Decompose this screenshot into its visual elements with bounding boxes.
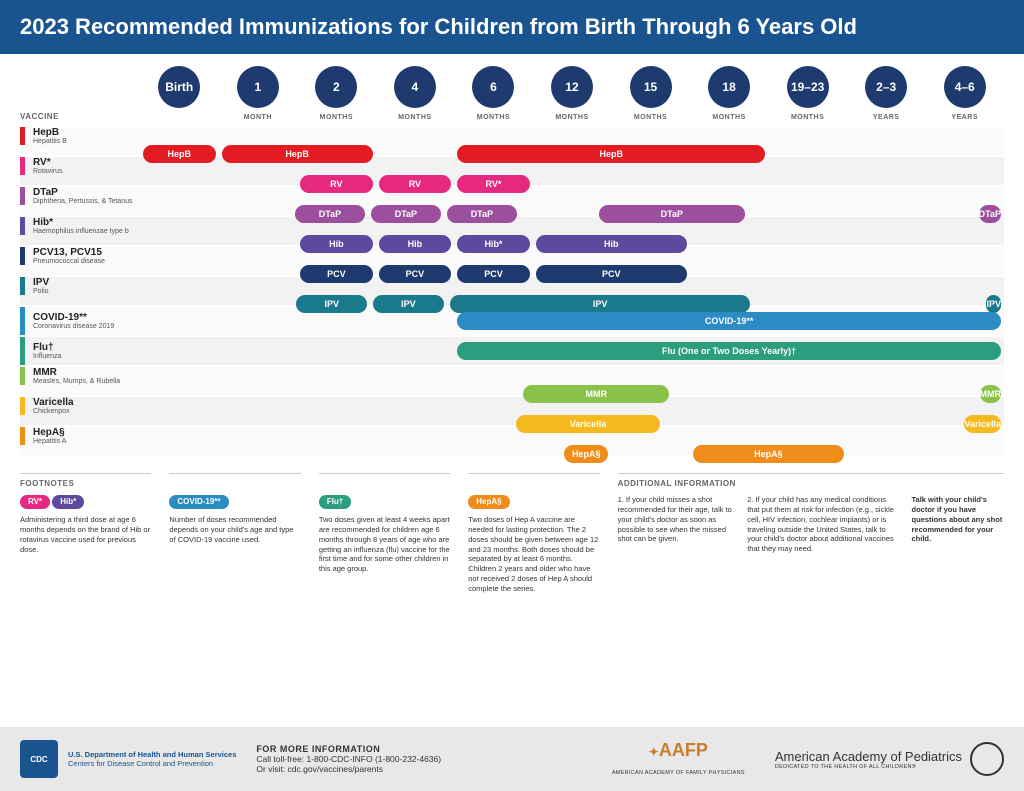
vaccine-label-cell: HepA§Hepatitis A [20,427,140,445]
vaccine-label-cell: HepBHepatitis B [20,127,140,145]
additional-info-1: 1. If your child misses a shot recommend… [618,495,734,554]
vaccine-row-covid19: COVID-19**Coronavirus disease 2019 COVID-… [20,307,1004,335]
dose-pill: HepB [457,145,765,163]
more-info-title: FOR MORE INFORMATION [256,744,380,754]
more-info-phone: Call toll-free: 1-800-CDC-INFO (1-800-23… [256,754,441,764]
vaccine-label-cell: IPVPolio [20,277,140,295]
dose-pill: DTaP [295,205,365,223]
age-column-0: Birth [140,66,219,127]
aafp-logo-text: ✦AAFP [649,740,708,760]
age-column-7: 18MONTHS [690,66,769,127]
age-column-6: 15MONTHS [611,66,690,127]
aafp-logo-block: ✦AAFP AMERICAN ACADEMY OF FAMILY PHYSICI… [612,740,745,779]
age-column-2: 2MONTHS [297,66,376,127]
age-column-5: 12MONTHS [533,66,612,127]
dose-pill: PCV [300,265,373,283]
aap-subtitle: DEDICATED TO THE HEALTH OF ALL CHILDREN® [775,764,962,770]
dose-pill: RV [300,175,373,193]
dose-pill: IPV [373,295,444,313]
dose-pill: Varicella [964,415,1001,433]
dose-pill: Flu (One or Two Doses Yearly)† [457,342,1001,360]
dose-pill: MMR [523,385,669,403]
dose-pill: MMR [980,385,1002,403]
aafp-subtitle: AMERICAN ACADEMY OF FAMILY PHYSICIANS [612,770,745,776]
age-column-8: 19–23MONTHS [768,66,847,127]
cdc-sub: Centers for Disease Control and Preventi… [68,759,213,768]
dose-pill: Varicella [516,415,659,433]
dose-pill: HepB [222,145,373,163]
cdc-logo-block: CDC U.S. Department of Health and Human … [20,740,236,778]
age-header-row: VACCINE Birth1MONTH2MONTHS4MONTHS6MONTHS… [20,66,1004,127]
dose-pill: HepB [143,145,216,163]
footnote-0: FOOTNOTESRV* Hib* Administering a third … [20,473,151,593]
age-column-10: 4–6YEARS [925,66,1004,127]
vaccine-row-hepb: HepBHepatitis BHepBHepBHepB [20,127,1004,155]
dose-pill: IPV [986,295,1001,313]
cdc-logo-icon: CDC [20,740,58,778]
aap-seal-icon [970,742,1004,776]
additional-info-3: Talk with your child's doctor if you hav… [912,495,1004,554]
dose-pill: IPV [450,295,751,313]
vaccine-row-varicella: VaricellaChickenpoxVaricellaVaricella [20,397,1004,425]
age-column-1: 1MONTH [219,66,298,127]
vaccine-label-cell: COVID-19**Coronavirus disease 2019 [20,307,140,335]
dose-pill: DTaP [979,205,1001,223]
dose-pill: PCV [457,265,530,283]
schedule-body: HepBHepatitis BHepBHepBHepBRV*RotavirusR… [20,127,1004,455]
dose-pill: IPV [296,295,367,313]
vaccine-row-hepa: HepA§Hepatitis AHepA§HepA§ [20,427,1004,455]
vaccine-row-mmr: MMRMeasles, Mumps, & RubellaMMRMMR [20,367,1004,395]
more-info-block: FOR MORE INFORMATION Call toll-free: 1-8… [256,744,441,774]
dose-pill: HepA§ [693,445,844,463]
dose-pill: Hib [379,235,452,253]
footnote-2: .Flu† Two doses given at least 4 weeks a… [319,473,450,593]
dose-pill: Hib [536,235,687,253]
footnote-1: .COVID-19** Number of doses recommended … [169,473,300,593]
aap-logo-block: American Academy of Pediatrics DEDICATED… [775,742,1004,776]
footnotes-section: FOOTNOTESRV* Hib* Administering a third … [20,473,1004,593]
dose-pill: Hib* [457,235,530,253]
dose-pill: PCV [536,265,687,283]
vaccine-label-cell: MMRMeasles, Mumps, & Rubella [20,367,140,385]
dose-pill: Hib [300,235,373,253]
dose-pill: DTaP [371,205,441,223]
aap-logo-text: American Academy of Pediatrics [775,749,962,764]
age-column-9: 2–3YEARS [847,66,926,127]
dose-pill: COVID-19** [457,312,1001,330]
dose-pill: RV* [457,175,530,193]
footnote-3: .HepA§ Two doses of Hep A vaccine are ne… [468,473,599,593]
vaccine-label-cell: DTaPDiphtheria, Pertussis, & Tetanus [20,187,140,205]
dose-pill: PCV [379,265,452,283]
age-column-3: 4MONTHS [376,66,455,127]
dose-pill: RV [379,175,452,193]
dose-pill: DTaP [447,205,517,223]
vaccine-label-cell: Flu†Influenza [20,337,140,365]
dose-pill: HepA§ [564,445,608,463]
more-info-url: Or visit: cdc.gov/vaccines/parents [256,764,383,774]
age-column-4: 6MONTHS [454,66,533,127]
dose-pill: DTaP [599,205,745,223]
page-title: 2023 Recommended Immunizations for Child… [0,0,1024,54]
vaccine-label-cell: VaricellaChickenpox [20,397,140,415]
vaccine-label-cell: Hib*Haemophilus influenzae type b [20,217,140,235]
cdc-dept: U.S. Department of Health and Human Serv… [68,750,236,759]
vaccine-label-cell: RV*Rotavirus [20,157,140,175]
vaccine-label-cell: PCV13, PCV15Pneumococcal disease [20,247,140,265]
vaccine-column-label: VACCINE [20,112,140,127]
additional-info-title: ADDITIONAL INFORMATION [618,473,1004,489]
additional-info-2: 2. If your child has any medical conditi… [747,495,897,554]
vaccine-row-flu: Flu†Influenza Flu (One or Two Doses Yearl… [20,337,1004,365]
page-footer: CDC U.S. Department of Health and Human … [0,727,1024,791]
